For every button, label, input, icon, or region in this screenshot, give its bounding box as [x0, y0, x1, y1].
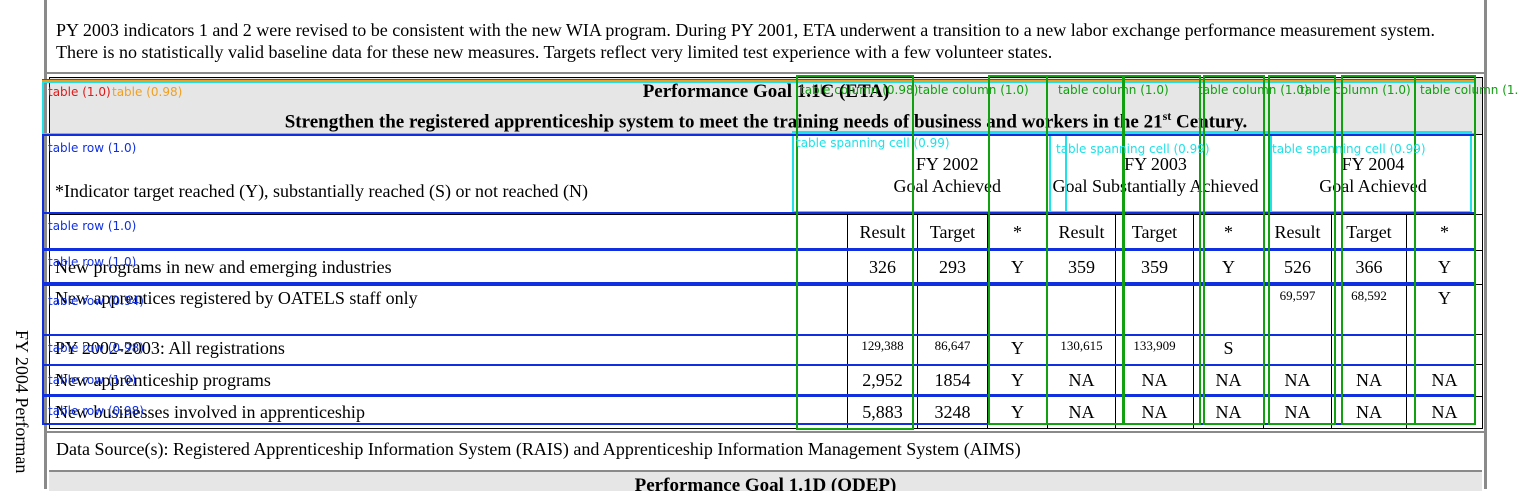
fy2004-header: FY 2004 Goal Achieved — [1263, 134, 1483, 216]
value-cell: 3248 — [917, 396, 988, 430]
table-row: New businesses involved in apprenticeshi… — [49, 396, 1483, 430]
value-cell: 359 — [1115, 250, 1194, 286]
table-row: New apprentices registered by OATELS sta… — [49, 284, 1483, 336]
row-label: New apprentices registered by OATELS sta… — [49, 284, 798, 336]
row-label: New businesses involved in apprenticeshi… — [49, 396, 798, 430]
value-cell: NA — [1193, 364, 1264, 398]
value-cell — [1406, 334, 1483, 366]
col-header: Target — [1115, 214, 1194, 252]
value-cell — [1331, 334, 1407, 366]
value-cell — [1193, 284, 1264, 336]
column-header-row: Result Target * Result Target * Result T… — [49, 214, 1483, 252]
data-rows: New programs in new and emerging industr… — [49, 250, 1483, 430]
fy-header-row: *Indicator target reached (Y), substanti… — [49, 134, 1483, 216]
divider — [47, 431, 1484, 433]
value-cell: Y — [987, 334, 1048, 366]
value-cell: 526 — [1263, 250, 1332, 286]
value-cell: 326 — [847, 250, 918, 286]
goal-title: Performance Goal 1.1C (ETA) — [642, 81, 890, 102]
value-cell: 359 — [1047, 250, 1116, 286]
value-cell: Y — [1406, 250, 1483, 286]
value-cell: 366 — [1331, 250, 1407, 286]
goal-subtitle: Strengthen the registered apprenticeship… — [284, 109, 1248, 133]
value-cell — [917, 284, 988, 336]
empty-cell — [797, 284, 848, 336]
value-cell: 2,952 — [847, 364, 918, 398]
value-cell: NA — [1406, 396, 1483, 430]
document-frame — [44, 0, 1487, 489]
value-cell — [987, 284, 1048, 336]
empty-cell — [797, 250, 848, 286]
value-cell: 1854 — [917, 364, 988, 398]
col-header: Target — [917, 214, 988, 252]
empty-cell — [797, 364, 848, 398]
empty-cell — [797, 396, 848, 430]
row-label: PY 2002-2003: All registrations — [49, 334, 798, 366]
value-cell: 133,909 — [1115, 334, 1194, 366]
value-cell: Y — [1406, 284, 1483, 336]
value-cell: Y — [987, 364, 1048, 398]
value-cell: NA — [1263, 396, 1332, 430]
row-label: New programs in new and emerging industr… — [49, 250, 798, 286]
col-header: Result — [1047, 214, 1116, 252]
divider — [47, 72, 1484, 74]
goal-title-cell: Performance Goal 1.1C (ETA) Strengthen t… — [49, 76, 1483, 136]
value-cell: Y — [1193, 250, 1264, 286]
legend-cell: *Indicator target reached (Y), substanti… — [49, 134, 798, 216]
col-header: Result — [1263, 214, 1332, 252]
value-cell: NA — [1047, 396, 1116, 430]
value-cell: NA — [1115, 396, 1194, 430]
value-cell: NA — [1263, 364, 1332, 398]
value-cell — [847, 284, 918, 336]
value-cell: 86,647 — [917, 334, 988, 366]
value-cell: 129,388 — [847, 334, 918, 366]
value-cell: Y — [987, 396, 1048, 430]
value-cell: 5,883 — [847, 396, 918, 430]
value-cell: NA — [1331, 364, 1407, 398]
value-cell: 130,615 — [1047, 334, 1116, 366]
value-cell: 68,592 — [1331, 284, 1407, 336]
data-source: Data Source(s): Registered Apprenticeshi… — [56, 439, 1021, 459]
title-row: Performance Goal 1.1C (ETA) Strengthen t… — [49, 76, 1483, 136]
table-row: New programs in new and emerging industr… — [49, 250, 1483, 286]
col-header: Result — [847, 214, 918, 252]
note-paragraph: PY 2003 indicators 1 and 2 were revised … — [56, 20, 1436, 62]
value-cell: NA — [1115, 364, 1194, 398]
next-goal-title: Performance Goal 1.1D (ODEP) — [49, 470, 1482, 491]
value-cell — [1263, 334, 1332, 366]
fy2002-header: FY 2002 Goal Achieved — [847, 134, 1048, 216]
col-header: * — [1193, 214, 1264, 252]
table-row: New apprenticeship programs 2,952 1854 Y NA N… — [49, 364, 1483, 398]
value-cell: NA — [1406, 364, 1483, 398]
value-cell: 69,597 — [1263, 284, 1332, 336]
value-cell: NA — [1047, 364, 1116, 398]
fy2003-header: FY 2003 Goal Substantially Achieved — [1047, 134, 1264, 216]
col-header: * — [987, 214, 1048, 252]
performance-goal-table: Performance Goal 1.1C (ETA) Strengthen t… — [49, 76, 1483, 430]
empty-cell — [797, 134, 848, 216]
value-cell — [1115, 284, 1194, 336]
value-cell: Y — [987, 250, 1048, 286]
value-cell: NA — [1193, 396, 1264, 430]
col-header: Target — [1331, 214, 1407, 252]
row-label: New apprenticeship programs — [49, 364, 798, 398]
value-cell — [1047, 284, 1116, 336]
col-header: * — [1406, 214, 1483, 252]
empty-cell — [49, 214, 798, 252]
empty-cell — [797, 214, 848, 252]
empty-cell — [797, 334, 848, 366]
side-running-title: FY 2004 Performan — [12, 330, 32, 474]
value-cell: S — [1193, 334, 1264, 366]
value-cell: NA — [1331, 396, 1407, 430]
value-cell: 293 — [917, 250, 988, 286]
table-row: PY 2002-2003: All registrations 129,388 86… — [49, 334, 1483, 366]
